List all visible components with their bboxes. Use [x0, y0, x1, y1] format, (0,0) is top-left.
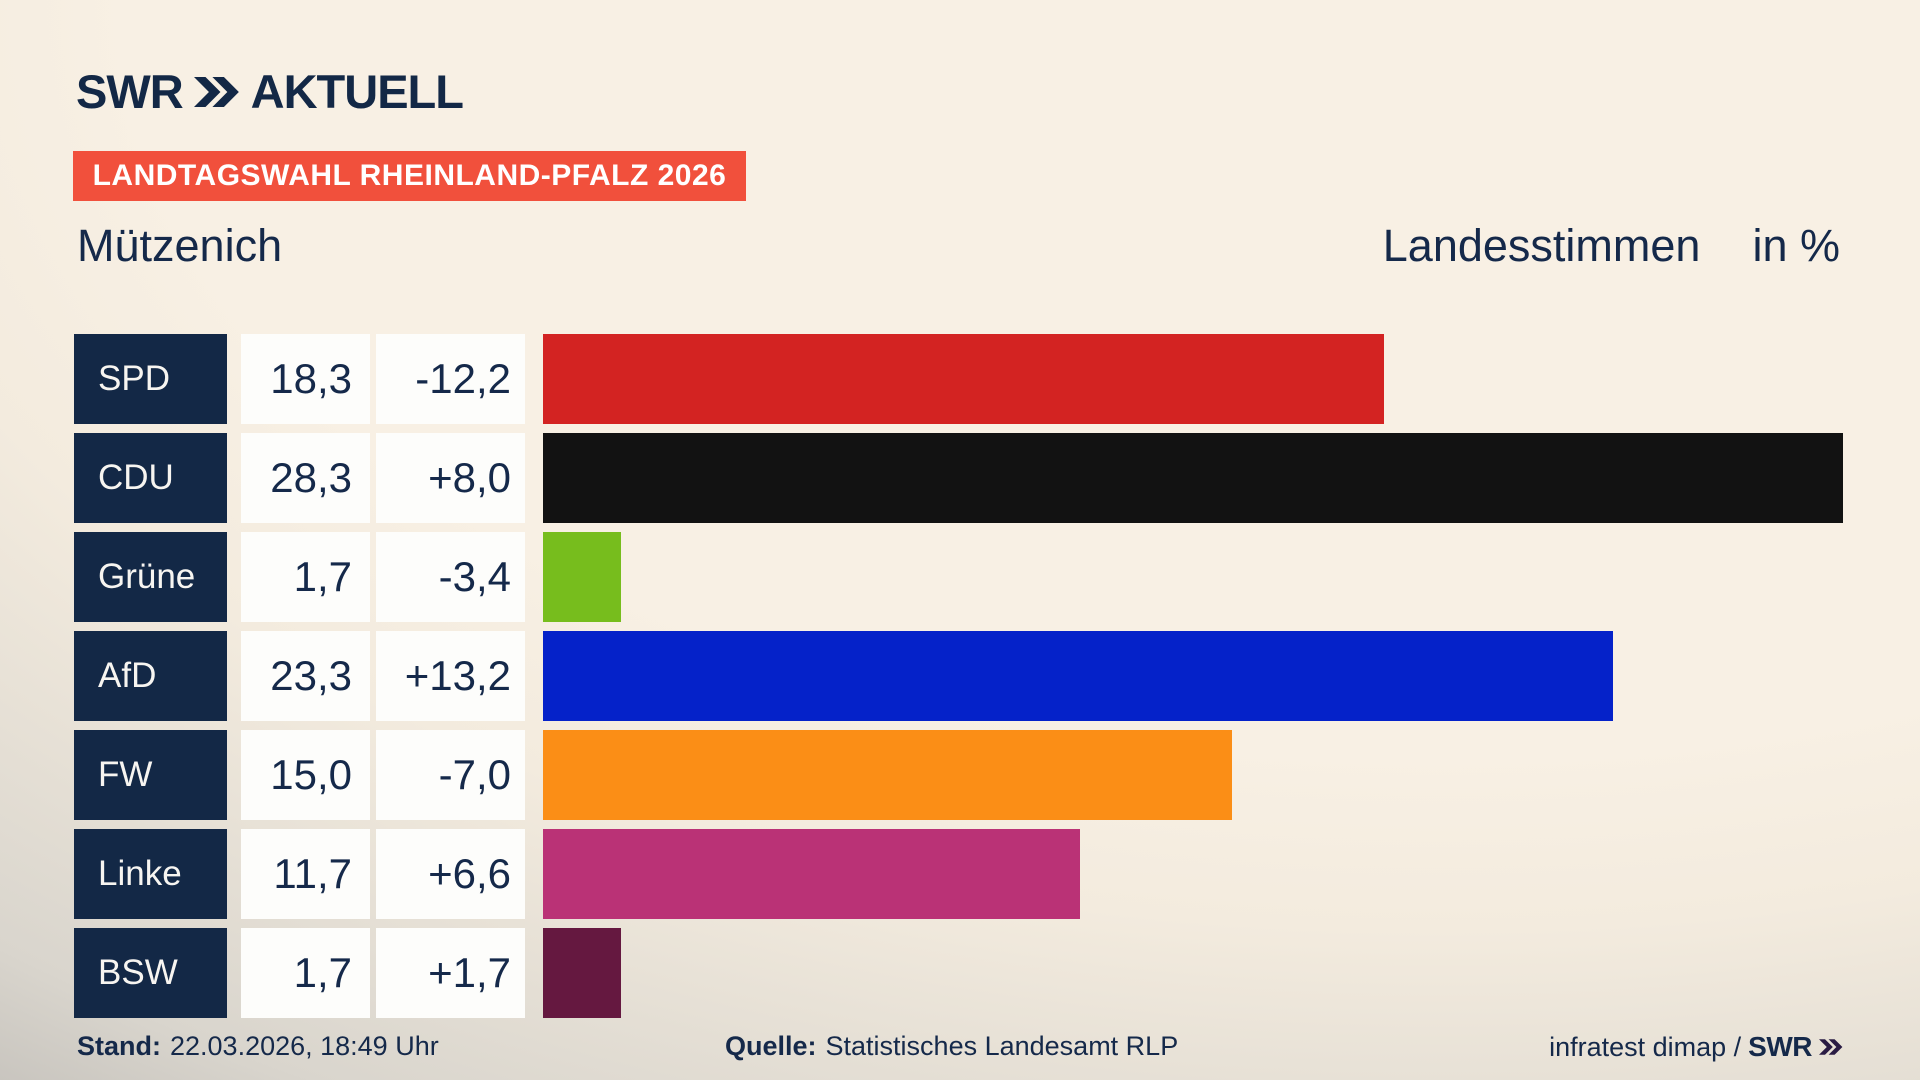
party-bar [543, 730, 1233, 820]
election-banner: LANDTAGSWAHL RHEINLAND-PFALZ 2026 [73, 151, 746, 201]
party-label: FW [98, 755, 153, 794]
party-label: Linke [98, 854, 182, 893]
party-change: -3,4 [438, 553, 511, 600]
results-table: SPD 18,3 -12,2 CDU 28,3 +8,0 Grüne 1,7 [74, 334, 1843, 1027]
party-label: SPD [98, 359, 170, 398]
bar-track [543, 730, 1843, 820]
table-row: CDU 28,3 +8,0 [74, 433, 1843, 523]
party-value: 15,0 [270, 751, 352, 798]
party-value: 18,3 [270, 355, 352, 402]
bar-track [543, 928, 1843, 1018]
double-chevron-icon [193, 76, 239, 107]
source-label: Quelle: [725, 1031, 817, 1061]
measure-title: Landesstimmen in % [1383, 220, 1840, 272]
party-bar [543, 631, 1614, 721]
brand-logo: SWR AKTUELL [76, 64, 464, 119]
table-row: AfD 23,3 +13,2 [74, 631, 1843, 721]
party-change-box: -3,4 [376, 532, 525, 622]
party-change-box: +13,2 [376, 631, 525, 721]
party-change: +8,0 [428, 454, 511, 501]
party-label-box: BSW [74, 928, 227, 1018]
party-label-box: FW [74, 730, 227, 820]
party-value: 23,3 [270, 652, 352, 699]
source-note: Quelle: Statistisches Landesamt RLP [725, 1031, 1178, 1062]
bar-track [543, 829, 1843, 919]
party-value: 1,7 [293, 949, 352, 996]
party-change-box: -7,0 [376, 730, 525, 820]
party-label: Grüne [98, 557, 196, 596]
bar-track [543, 631, 1843, 721]
measure-label: Landesstimmen [1382, 220, 1701, 271]
party-label-box: Grüne [74, 532, 227, 622]
party-value-box: 18,3 [241, 334, 370, 424]
source-value: Statistisches Landesamt RLP [825, 1031, 1179, 1061]
party-label: AfD [98, 656, 157, 695]
table-row: BSW 1,7 +1,7 [74, 928, 1843, 1018]
party-value-box: 1,7 [241, 532, 370, 622]
party-value: 11,7 [273, 850, 352, 897]
party-bar [543, 433, 1843, 523]
bar-track [543, 532, 1843, 622]
party-value: 28,3 [270, 454, 352, 501]
party-change: +6,6 [428, 850, 511, 897]
title-row: Mützenich Landesstimmen in % [77, 220, 1840, 272]
party-bar [543, 829, 1081, 919]
stand-label: Stand: [77, 1031, 161, 1061]
party-change-box: +6,6 [376, 829, 525, 919]
table-row: FW 15,0 -7,0 [74, 730, 1843, 820]
party-label-box: CDU [74, 433, 227, 523]
bar-track [543, 334, 1843, 424]
credit-brand-text: SWR [1748, 1031, 1812, 1062]
party-change-box: -12,2 [376, 334, 525, 424]
party-value-box: 23,3 [241, 631, 370, 721]
party-label: BSW [98, 953, 178, 992]
party-value-box: 28,3 [241, 433, 370, 523]
table-row: Linke 11,7 +6,6 [74, 829, 1843, 919]
brand-swr-text: SWR [76, 65, 184, 118]
party-bar [543, 334, 1384, 424]
stand-value: 22.03.2026, 18:49 Uhr [170, 1031, 439, 1061]
party-change: -7,0 [438, 751, 511, 798]
party-label-box: AfD [74, 631, 227, 721]
party-value-box: 1,7 [241, 928, 370, 1018]
credit-text: infratest dimap / [1549, 1031, 1742, 1062]
party-bar [543, 928, 622, 1018]
party-change: +13,2 [404, 652, 511, 699]
party-value-box: 15,0 [241, 730, 370, 820]
party-bar [543, 532, 622, 622]
credit-note: infratest dimap / SWR [1549, 1031, 1843, 1063]
party-change-box: +1,7 [376, 928, 525, 1018]
footer: Stand: 22.03.2026, 18:49 Uhr Quelle: Stati… [77, 1031, 1843, 1071]
party-change: +1,7 [428, 949, 511, 996]
party-label-box: Linke [74, 829, 227, 919]
party-value-box: 11,7 [241, 829, 370, 919]
party-value: 1,7 [293, 553, 352, 600]
bar-track [543, 433, 1843, 523]
table-row: Grüne 1,7 -3,4 [74, 532, 1843, 622]
brand-aktuell-text: AKTUELL [250, 65, 464, 118]
double-chevron-icon [1819, 1039, 1843, 1055]
municipality-title: Mützenich [77, 220, 283, 271]
party-change: -12,2 [415, 355, 511, 402]
party-label-box: SPD [74, 334, 227, 424]
table-row: SPD 18,3 -12,2 [74, 334, 1843, 424]
unit-label: in % [1752, 220, 1840, 271]
election-banner-text: LANDTAGSWAHL RHEINLAND-PFALZ 2026 [92, 159, 727, 192]
party-label: CDU [98, 458, 174, 497]
stand-timestamp: Stand: 22.03.2026, 18:49 Uhr [77, 1031, 439, 1062]
party-change-box: +8,0 [376, 433, 525, 523]
